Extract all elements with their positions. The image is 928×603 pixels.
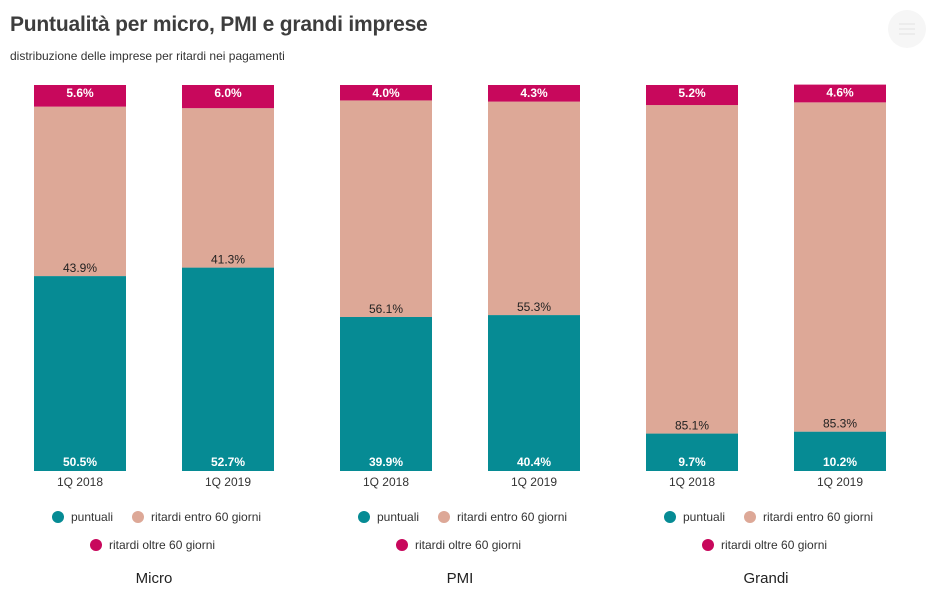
panel-title-pmi: PMI <box>447 570 474 587</box>
bar-pmi-1q-2019-puntuali[interactable] <box>488 315 580 471</box>
data-label-grandi-1q-2019-ritardi-oltre-60-giorni: 4.6% <box>826 86 854 100</box>
legend-marker-micro-puntuali[interactable] <box>52 511 64 523</box>
legend-label-grandi-puntuali[interactable]: puntuali <box>683 510 725 524</box>
x-tick-label-micro-1q-2019: 1Q 2019 <box>205 475 251 489</box>
x-tick-label-pmi-1q-2019: 1Q 2019 <box>511 475 557 489</box>
data-label-grandi-1q-2019-puntuali: 10.2% <box>823 455 857 469</box>
bar-pmi-1q-2019-ritardi-oltre-60-giorni[interactable] <box>488 85 580 102</box>
bar-micro-1q-2019-ritardi-oltre-60-giorni[interactable] <box>182 85 274 109</box>
bar-micro-1q-2018-ritardi-entro-60-giorni[interactable] <box>34 106 126 277</box>
legend-label-pmi-ritardi-oltre-60-giorni[interactable]: ritardi oltre 60 giorni <box>415 538 521 552</box>
legend-label-grandi-ritardi-oltre-60-giorni[interactable]: ritardi oltre 60 giorni <box>721 538 827 552</box>
data-label-pmi-1q-2018-ritardi-entro-60-giorni: 56.1% <box>369 302 403 316</box>
legend-label-micro-puntuali[interactable]: puntuali <box>71 510 113 524</box>
x-tick-label-grandi-1q-2018: 1Q 2018 <box>669 475 715 489</box>
data-label-micro-1q-2019-ritardi-oltre-60-giorni: 6.0% <box>214 86 242 100</box>
panel-title-grandi: Grandi <box>743 570 788 587</box>
legend-marker-grandi-ritardi-entro-60-giorni[interactable] <box>744 511 756 523</box>
data-label-micro-1q-2019-puntuali: 52.7% <box>211 455 245 469</box>
hamburger-menu-icon <box>899 23 915 35</box>
data-label-grandi-1q-2018-ritardi-oltre-60-giorni: 5.2% <box>678 86 706 100</box>
data-label-pmi-1q-2019-puntuali: 40.4% <box>517 455 551 469</box>
legend-label-micro-ritardi-oltre-60-giorni[interactable]: ritardi oltre 60 giorni <box>109 538 215 552</box>
bar-micro-1q-2018-puntuali[interactable] <box>34 276 126 471</box>
bar-pmi-1q-2018-ritardi-oltre-60-giorni[interactable] <box>340 85 432 101</box>
data-label-micro-1q-2018-ritardi-entro-60-giorni: 43.9% <box>63 261 97 275</box>
bar-grandi-1q-2019-ritardi-entro-60-giorni[interactable] <box>794 102 886 432</box>
data-label-grandi-1q-2018-puntuali: 9.7% <box>678 455 706 469</box>
x-tick-label-grandi-1q-2019: 1Q 2019 <box>817 475 863 489</box>
bar-pmi-1q-2019-ritardi-entro-60-giorni[interactable] <box>488 101 580 316</box>
data-label-micro-1q-2018-ritardi-oltre-60-giorni: 5.6% <box>66 86 94 100</box>
legend-marker-grandi-puntuali[interactable] <box>664 511 676 523</box>
data-label-pmi-1q-2019-ritardi-oltre-60-giorni: 4.3% <box>520 86 548 100</box>
data-label-pmi-1q-2019-ritardi-entro-60-giorni: 55.3% <box>517 300 551 314</box>
bar-micro-1q-2019-ritardi-entro-60-giorni[interactable] <box>182 108 274 268</box>
x-tick-label-micro-1q-2018: 1Q 2018 <box>57 475 103 489</box>
bar-grandi-1q-2018-puntuali[interactable] <box>646 433 738 471</box>
legend-label-grandi-ritardi-entro-60-giorni[interactable]: ritardi entro 60 giorni <box>763 510 873 524</box>
legend-marker-pmi-puntuali[interactable] <box>358 511 370 523</box>
data-label-grandi-1q-2019-ritardi-entro-60-giorni: 85.3% <box>823 417 857 431</box>
bar-pmi-1q-2018-puntuali[interactable] <box>340 316 432 471</box>
bar-micro-1q-2018-ritardi-oltre-60-giorni[interactable] <box>34 85 126 107</box>
bar-grandi-1q-2019-puntuali[interactable] <box>794 431 886 471</box>
legend-label-pmi-ritardi-entro-60-giorni[interactable]: ritardi entro 60 giorni <box>457 510 567 524</box>
bar-pmi-1q-2018-ritardi-entro-60-giorni[interactable] <box>340 100 432 317</box>
x-tick-label-pmi-1q-2018: 1Q 2018 <box>363 475 409 489</box>
data-label-grandi-1q-2018-ritardi-entro-60-giorni: 85.1% <box>675 419 709 433</box>
bar-grandi-1q-2018-ritardi-entro-60-giorni[interactable] <box>646 105 738 434</box>
chart-menu-button[interactable] <box>888 10 926 48</box>
legend-marker-grandi-ritardi-oltre-60-giorni[interactable] <box>702 539 714 551</box>
legend-label-pmi-puntuali[interactable]: puntuali <box>377 510 419 524</box>
legend-label-micro-ritardi-entro-60-giorni[interactable]: ritardi entro 60 giorni <box>151 510 261 524</box>
data-label-micro-1q-2018-puntuali: 50.5% <box>63 455 97 469</box>
data-label-pmi-1q-2018-puntuali: 39.9% <box>369 455 403 469</box>
bar-grandi-1q-2019-ritardi-oltre-60-giorni[interactable] <box>794 84 886 103</box>
bar-grandi-1q-2018-ritardi-oltre-60-giorni[interactable] <box>646 85 738 106</box>
data-label-micro-1q-2019-ritardi-entro-60-giorni: 41.3% <box>211 253 245 267</box>
legend-marker-pmi-ritardi-oltre-60-giorni[interactable] <box>396 539 408 551</box>
legend-marker-pmi-ritardi-entro-60-giorni[interactable] <box>438 511 450 523</box>
data-label-pmi-1q-2018-ritardi-oltre-60-giorni: 4.0% <box>372 86 400 100</box>
legend-marker-micro-ritardi-oltre-60-giorni[interactable] <box>90 539 102 551</box>
bar-micro-1q-2019-puntuali[interactable] <box>182 267 274 471</box>
legend-marker-micro-ritardi-entro-60-giorni[interactable] <box>132 511 144 523</box>
chart-subtitle: distribuzione delle imprese per ritardi … <box>10 49 285 63</box>
panel-title-micro: Micro <box>136 570 173 587</box>
chart-title: Puntualità per micro, PMI e grandi impre… <box>10 13 428 36</box>
